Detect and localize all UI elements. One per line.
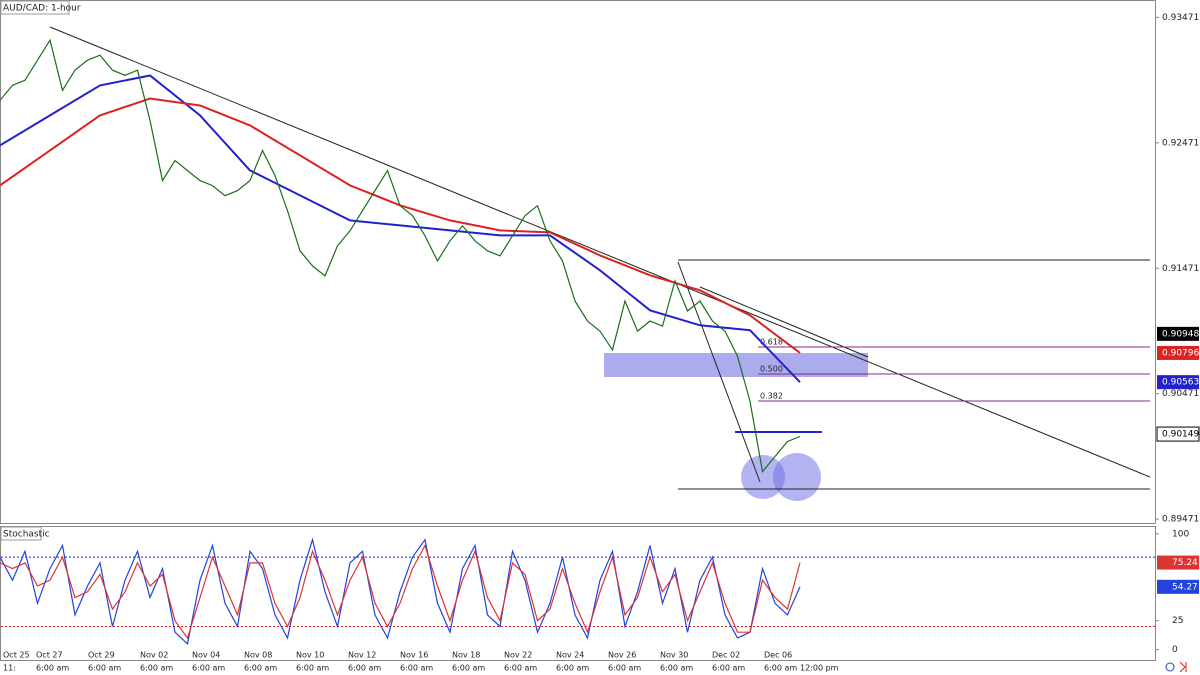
price-marker-label: 0.90149 — [1162, 430, 1199, 440]
x-date-label: Nov 30 — [660, 651, 688, 660]
x-time-label: 6:00 am — [660, 664, 693, 673]
price-panel — [0, 0, 1156, 524]
x-time-label: 6:00 am — [504, 664, 537, 673]
x-time-label: 6:00 am — [764, 664, 797, 673]
y-tick-label: 0.90471 — [1162, 389, 1199, 399]
y-tick-label: 100 — [1172, 529, 1189, 539]
x-time-label: 6:00 am — [140, 664, 173, 673]
value-marker-label: 54.27 — [1172, 582, 1198, 592]
value-marker — [1157, 579, 1199, 594]
title-box — [0, 0, 70, 15]
x-date-label: Dec 06 — [764, 651, 792, 660]
bottom-circle — [741, 455, 785, 499]
price-marker-label: 0.90948 — [1162, 329, 1199, 339]
x-time-label: 6:00 am — [88, 664, 121, 673]
y-tick-label: 0.89471 — [1162, 515, 1199, 525]
x-date-label: Nov 12 — [348, 651, 376, 660]
price-line — [0, 38, 801, 473]
indicator-title: Stochastic — [3, 530, 50, 540]
x-date-label: Nov 26 — [608, 651, 636, 660]
x-time-label: 6:00 am — [556, 664, 589, 673]
stochastic-line — [0, 537, 801, 645]
x-date-label: Oct 25 — [3, 651, 30, 660]
bottom-circle — [773, 453, 821, 501]
chart-title: AUD/CAD: 1-hour — [3, 4, 81, 14]
y-tick-label: 0.93471 — [1162, 13, 1199, 23]
price-marker — [1157, 326, 1199, 341]
x-time-label: 6:00 am — [608, 664, 641, 673]
price-marker-label: 0.90563 — [1162, 378, 1199, 388]
x-date-label: Nov 08 — [244, 651, 272, 660]
x-time-label: 6:00 am — [296, 664, 329, 673]
stochastic-line — [0, 543, 801, 640]
y-tick-label: 0 — [1172, 645, 1178, 655]
x-date-label: Nov 10 — [296, 651, 324, 660]
x-date-label: Nov 16 — [400, 651, 428, 660]
fib-label: 0.500 — [760, 365, 783, 374]
y-tick-label: 25 — [1172, 616, 1183, 626]
x-time-label: 6:00 am — [400, 664, 433, 673]
x-time-label: 6:00 am — [36, 664, 69, 673]
trendline — [49, 26, 1151, 478]
x-time-label: 6:00 am — [348, 664, 381, 673]
icon[interactable] — [1179, 661, 1187, 673]
x-date-label: Oct 27 — [36, 651, 63, 660]
toolbar-icons — [1165, 661, 1187, 673]
x-time-label: 12:00 pm — [800, 664, 839, 673]
trendline — [699, 286, 869, 358]
price-marker-label: 0.90796 — [1162, 348, 1199, 358]
x-date-label: Nov 22 — [504, 651, 532, 660]
x-time-label: 6:00 am — [244, 664, 277, 673]
x-time-label: 6:00 am — [452, 664, 485, 673]
indicator-box — [0, 526, 42, 541]
price-marker — [1156, 426, 1200, 442]
x-date-label: Nov 18 — [452, 651, 480, 660]
x-date-label: Nov 24 — [556, 651, 584, 660]
y-tick-label: 0.91471 — [1162, 264, 1199, 274]
x-date-label: Nov 04 — [192, 651, 220, 660]
x-date-label: Oct 29 — [88, 651, 115, 660]
support-zone — [604, 353, 868, 377]
value-marker — [1157, 555, 1199, 570]
x-time-label: 11: — [3, 664, 16, 673]
x-date-label: Nov 02 — [140, 651, 168, 660]
fib-leg — [677, 261, 761, 483]
y-tick-label: 0.92471 — [1162, 138, 1199, 148]
price-marker — [1157, 345, 1199, 360]
x-date-label: Dec 02 — [712, 651, 740, 660]
fib-label: 0.382 — [760, 392, 783, 401]
x-time-label: 6:00 am — [712, 664, 745, 673]
x-time-label: 6:00 am — [192, 664, 225, 673]
icon[interactable] — [1165, 662, 1175, 672]
fib-label: 0.618 — [760, 338, 783, 347]
price-marker — [1157, 375, 1199, 390]
stochastic-panel — [0, 526, 1156, 661]
value-marker-label: 75.24 — [1172, 558, 1198, 568]
moving-average — [0, 74, 801, 383]
